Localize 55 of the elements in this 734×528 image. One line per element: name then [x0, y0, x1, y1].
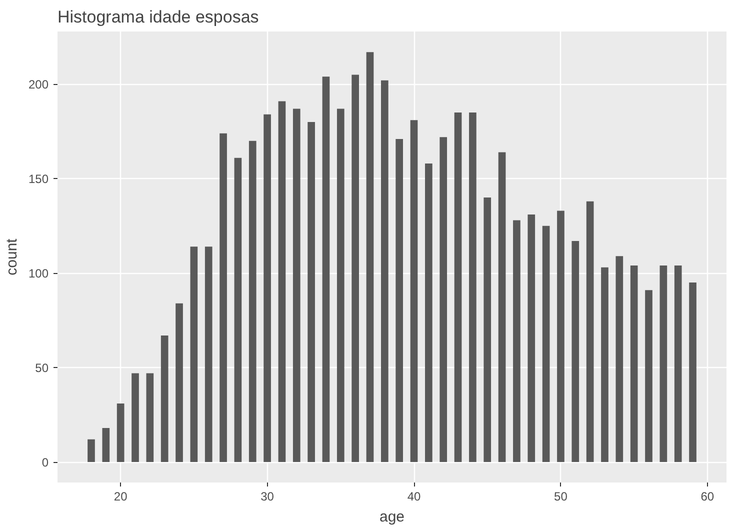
bar: [454, 112, 462, 462]
bar: [645, 290, 652, 462]
bar: [425, 164, 432, 462]
bar: [440, 137, 448, 462]
y-tick-label: 50: [35, 361, 49, 376]
bar: [264, 114, 271, 462]
bar: [410, 120, 418, 462]
bar: [469, 112, 476, 462]
bar: [616, 256, 624, 462]
bar: [630, 266, 638, 462]
bar: [204, 246, 212, 462]
bar: [557, 210, 564, 462]
bar: [248, 140, 256, 462]
bar: [102, 428, 110, 462]
x-tick-label: 40: [407, 490, 422, 504]
bar: [586, 201, 594, 462]
bar: [176, 303, 183, 462]
x-tick-label: 50: [554, 490, 568, 504]
bar: [292, 108, 300, 462]
bar: [88, 439, 95, 462]
x-tick-label: 30: [260, 490, 274, 504]
bar: [234, 158, 242, 462]
y-tick-label: 150: [28, 172, 49, 186]
bar: [116, 403, 124, 462]
y-axis-title: count: [3, 238, 20, 276]
bar: [336, 108, 344, 462]
bar: [674, 266, 682, 462]
bar: [146, 373, 154, 462]
bar: [513, 220, 520, 462]
chart-title: Histograma idade esposas: [58, 8, 259, 26]
bar: [380, 80, 388, 462]
x-tick-label: 60: [700, 490, 714, 504]
x-tick-label: 20: [114, 490, 128, 504]
bar: [542, 226, 550, 462]
bar: [484, 198, 492, 462]
bar: [572, 240, 580, 462]
bar: [322, 76, 330, 462]
bar: [498, 152, 506, 462]
bar: [220, 133, 227, 462]
y-tick-label: 100: [28, 266, 49, 281]
bar: [528, 214, 536, 462]
bar: [601, 267, 608, 462]
y-tick-label: 0: [42, 456, 49, 470]
bar: [396, 138, 404, 462]
bar: [660, 266, 668, 462]
bar: [308, 122, 315, 462]
x-axis-title: age: [379, 508, 405, 526]
bar: [190, 246, 198, 462]
bar: [160, 335, 168, 462]
bar: [352, 74, 359, 462]
bar: [366, 52, 374, 462]
bar: [689, 282, 696, 462]
y-tick-label: 200: [28, 78, 49, 92]
bar: [132, 373, 139, 462]
bar: [278, 101, 286, 462]
